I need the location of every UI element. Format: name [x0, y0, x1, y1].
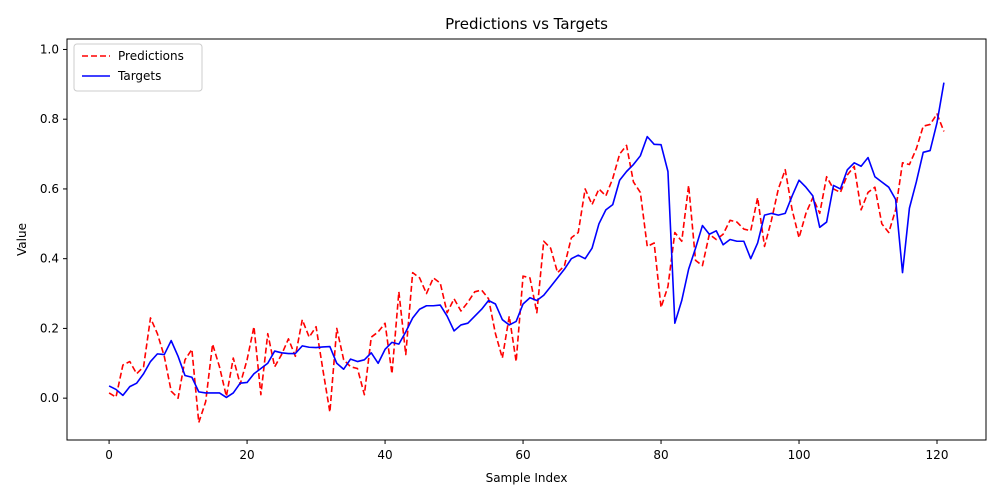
x-tick-label: 100	[788, 448, 811, 462]
x-tick-label: 20	[239, 448, 254, 462]
series-line-targets	[108, 82, 945, 399]
series-layer	[108, 82, 945, 424]
series-line-predictions	[108, 113, 945, 424]
y-tick-label: 0.6	[40, 182, 59, 196]
x-tick-label: 120	[926, 448, 949, 462]
chart-title: Predictions vs Targets	[445, 15, 608, 33]
axes-frame	[66, 38, 987, 441]
legend: Predictions Targets	[73, 43, 203, 92]
x-tick-label: 0	[105, 448, 113, 462]
legend-label-predictions: Predictions	[118, 49, 184, 63]
axis-ticks: 0 20 40 60 80 100 120 0.0 0.2 0.4 0.6 0.8 1.0	[40, 42, 949, 462]
y-tick-label: 0.4	[40, 252, 59, 266]
x-tick-label: 40	[377, 448, 392, 462]
legend-label-targets: Targets	[117, 69, 161, 83]
x-tick-label: 60	[515, 448, 530, 462]
y-tick-label: 1.0	[40, 42, 59, 56]
y-tick-label: 0.2	[40, 321, 59, 335]
x-axis-label: Sample Index	[486, 471, 568, 485]
y-tick-label: 0.8	[40, 112, 59, 126]
y-tick-label: 0.0	[40, 391, 59, 405]
y-axis-label: Value	[15, 223, 29, 256]
x-tick-label: 80	[653, 448, 668, 462]
